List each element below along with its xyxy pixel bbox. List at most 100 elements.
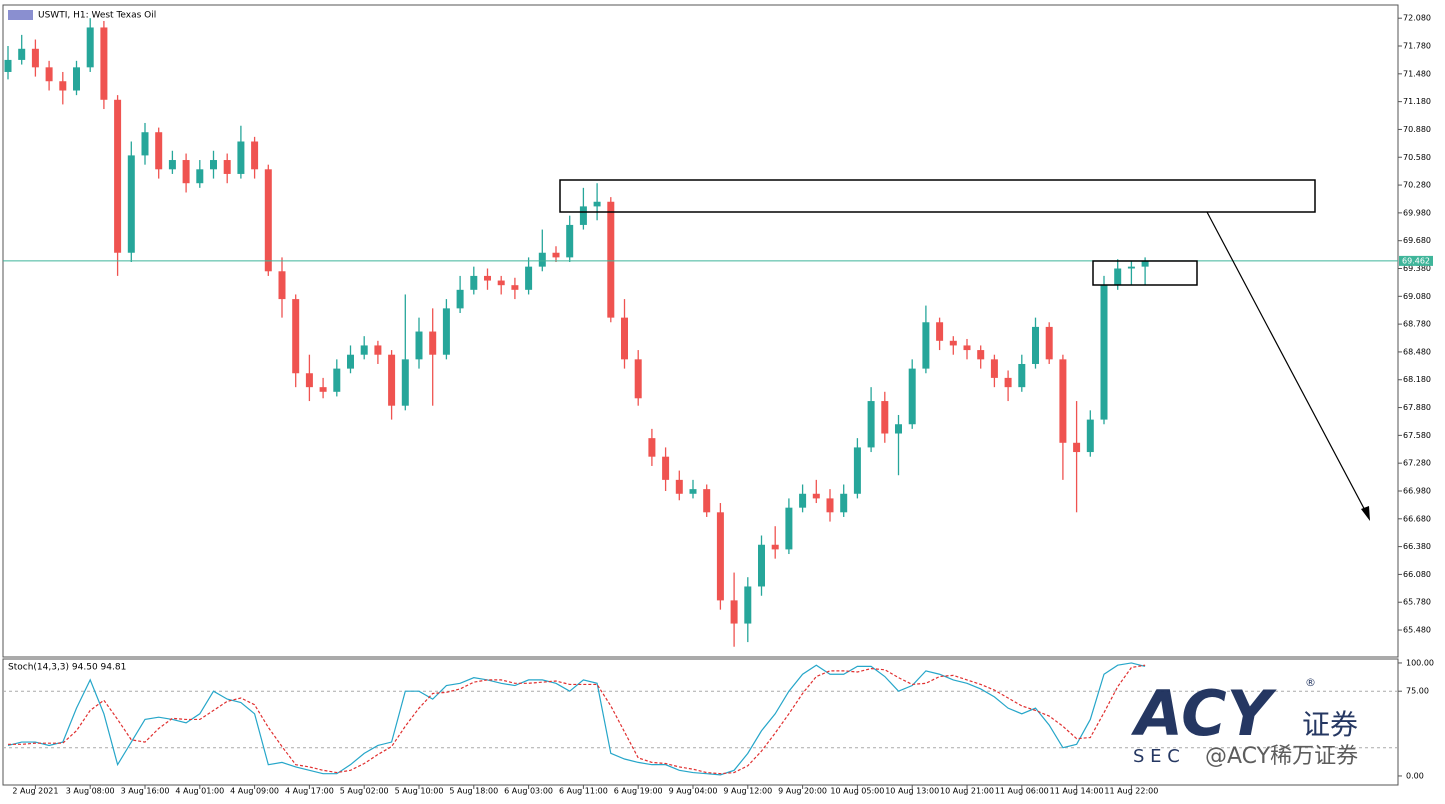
candle-body [292, 299, 300, 374]
x-tick-label: 9 Aug 04:00 [669, 787, 718, 796]
candle-body [347, 354, 354, 369]
main-panel [2, 4, 1399, 658]
candle-body [59, 81, 67, 91]
candle-body [867, 401, 875, 448]
candle-body [251, 141, 259, 170]
y-tick-label: 66.680 [1403, 514, 1431, 523]
candle-body [4, 59, 12, 72]
resistance-box [559, 179, 1316, 213]
candle-body [977, 350, 985, 360]
y-tick-label: 71.780 [1403, 42, 1431, 51]
candle-body [182, 160, 190, 184]
y-tick-label: 66.380 [1403, 542, 1431, 551]
candle-body [415, 331, 423, 360]
candle-body [278, 271, 286, 300]
candle-body [730, 600, 738, 624]
price-box [1092, 260, 1198, 286]
candle-body [922, 322, 930, 369]
y-tick-label: 71.180 [1403, 97, 1431, 106]
candle-body [429, 331, 437, 355]
candle-body [86, 27, 94, 68]
candle-body [497, 280, 505, 286]
arrow-line [1206, 211, 1369, 517]
candle-body [1141, 261, 1149, 267]
candle-body [31, 48, 39, 68]
x-tick-label: 11 Aug 06:00 [995, 787, 1049, 796]
y-tick-label: 69.680 [1403, 236, 1431, 245]
candle-body [442, 308, 450, 355]
candle-body [634, 359, 642, 399]
candle-body [1086, 419, 1094, 453]
candle-body [196, 169, 204, 184]
y-tick-label: 100.00 [1406, 658, 1434, 667]
candle-body [374, 345, 382, 355]
x-tick-label: 11 Aug 22:00 [1104, 787, 1158, 796]
y-tick-label: 69.380 [1403, 264, 1431, 273]
candle-body [45, 67, 53, 82]
candle-body [305, 373, 313, 388]
candle-body [1100, 285, 1108, 420]
y-tick-label: 67.880 [1403, 403, 1431, 412]
x-tick-label: 5 Aug 02:00 [340, 787, 389, 796]
x-tick-label: 10 Aug 21:00 [940, 787, 994, 796]
candle-body [689, 489, 697, 494]
candle-body [648, 438, 656, 457]
candle-body [141, 132, 149, 156]
candle-body [333, 368, 341, 392]
y-tick-label: 70.580 [1403, 153, 1431, 162]
candle-body [785, 507, 793, 550]
candle-body [210, 160, 217, 170]
candle-body [401, 359, 409, 406]
candle-body [1032, 326, 1039, 364]
candle-body [1127, 266, 1135, 269]
candle-body [675, 479, 683, 494]
candle-body [1073, 442, 1081, 453]
candle-body [908, 368, 916, 425]
candle-body [223, 160, 231, 174]
y-tick-label: 68.480 [1403, 347, 1431, 356]
x-tick-label: 5 Aug 10:00 [395, 787, 444, 796]
y-tick-label: 75.00 [1406, 687, 1429, 696]
candle-body [525, 266, 533, 290]
y-tick-label: 72.080 [1403, 14, 1431, 23]
y-tick-label: 65.780 [1403, 598, 1431, 607]
candle-body [470, 275, 478, 290]
x-tick-label: 10 Aug 13:00 [885, 787, 939, 796]
x-tick-label: 3 Aug 08:00 [66, 787, 115, 796]
candle-body [758, 544, 765, 587]
y-tick-label: 0.00 [1406, 771, 1424, 780]
candle-body [771, 544, 779, 550]
candle-body [799, 493, 807, 508]
stoch-panel [2, 658, 1399, 786]
y-tick-label: 66.980 [1403, 486, 1431, 495]
candle-body [511, 285, 519, 290]
candle-body [812, 493, 820, 499]
candle-body [1018, 363, 1026, 388]
candle-body [881, 401, 889, 434]
x-tick-label: 2 Aug 2021 [12, 787, 58, 796]
candle-body [662, 456, 670, 480]
stoch-title: Stoch(14,3,3) 94.50 94.81 [8, 663, 126, 673]
current-price-tag [1399, 255, 1433, 266]
y-tick-label: 67.280 [1403, 459, 1431, 468]
x-tick-label: 3 Aug 16:00 [121, 787, 170, 796]
x-tick-label: 9 Aug 12:00 [723, 787, 772, 796]
y-tick-label: 69.980 [1403, 208, 1431, 217]
x-tick-label: 4 Aug 01:00 [175, 787, 224, 796]
candle-body [703, 489, 711, 513]
candle-body [566, 224, 574, 258]
candle-body [579, 206, 587, 225]
y-tick-label: 71.480 [1403, 69, 1431, 78]
y-tick-label: 67.580 [1403, 431, 1431, 440]
x-tick-label: 6 Aug 03:00 [504, 787, 553, 796]
y-tick-label: 70.280 [1403, 181, 1431, 190]
arrow-head [1361, 506, 1370, 521]
y-tick-label: 66.080 [1403, 570, 1431, 579]
candle-body [155, 132, 163, 170]
candle-body [264, 169, 272, 272]
x-tick-label: 11 Aug 14:00 [1050, 787, 1104, 796]
candle-body [593, 201, 601, 207]
chart-icon [8, 10, 33, 20]
